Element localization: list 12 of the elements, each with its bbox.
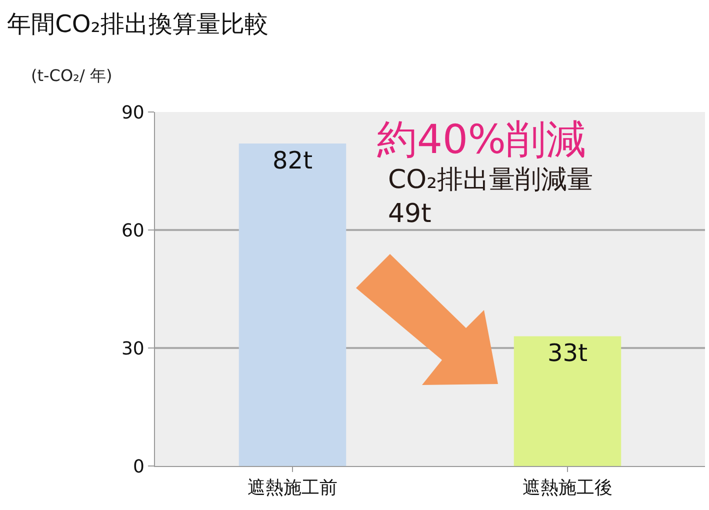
- y-axis-title: (t-CO₂/ 年): [31, 66, 112, 85]
- x-tick-label: 遮熱施工後: [522, 478, 612, 499]
- x-tick-label: 遮熱施工前: [248, 478, 338, 499]
- data-label: 33t: [548, 339, 588, 368]
- annotation: CO₂排出量削減量 49t: [388, 165, 594, 229]
- y-tick-label: 0: [132, 456, 144, 478]
- y-tick-label: 30: [121, 338, 144, 360]
- annotation: 約40%削減: [377, 117, 586, 163]
- y-tick-label: 90: [121, 102, 144, 124]
- data-label: 82t: [272, 146, 312, 174]
- chart-title: 年間CO₂排出換算量比較: [7, 10, 268, 38]
- y-tick-label: 60: [121, 220, 144, 242]
